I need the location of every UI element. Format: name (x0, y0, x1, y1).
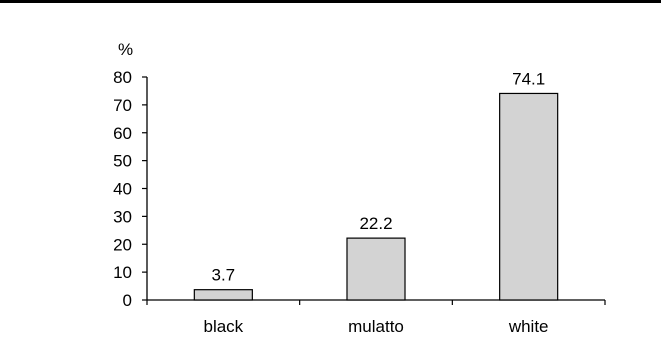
x-tick-label-white: white (508, 317, 549, 336)
y-tick-label: 80 (113, 68, 132, 87)
y-tick-label: 50 (113, 152, 132, 171)
bar-black (193, 289, 253, 301)
x-tick-label-black: black (203, 317, 243, 336)
y-tick-label: 40 (113, 180, 132, 199)
data-label-mulatto: 22.2 (359, 214, 392, 233)
bar-mulatto (346, 237, 406, 301)
y-tick-label: 20 (113, 235, 132, 254)
y-tick-label: 0 (123, 291, 132, 310)
x-axis-ticks: black mulatto white (146, 300, 606, 336)
data-label-white: 74.1 (512, 69, 545, 88)
bar-white (499, 92, 559, 301)
y-tick-label: 70 (113, 96, 132, 115)
y-tick-label: 10 (113, 263, 132, 282)
data-labels: 3.7 22.2 74.1 (212, 69, 546, 284)
bars (193, 92, 559, 301)
x-tick-label-mulatto: mulatto (348, 317, 404, 336)
y-axis-ticks: 0 10 20 30 40 50 60 70 80 (113, 68, 147, 310)
y-tick-label: 30 (113, 207, 132, 226)
top-rule (0, 0, 661, 3)
data-label-black: 3.7 (212, 266, 236, 285)
y-axis-unit-label: % (118, 40, 133, 59)
y-tick-label: 60 (113, 124, 132, 143)
